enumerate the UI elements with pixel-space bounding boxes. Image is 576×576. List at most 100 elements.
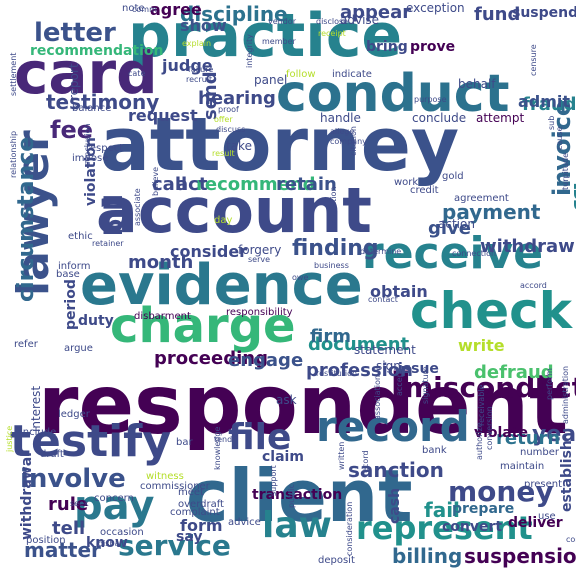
word-meet: meet: [178, 487, 204, 498]
word-card: card: [14, 39, 158, 107]
word-seek: seek: [70, 499, 89, 508]
word-maintain: maintain: [500, 461, 545, 472]
word-billing: billing: [392, 544, 463, 568]
word-period: period: [63, 279, 79, 330]
word-action: action: [438, 217, 475, 231]
word-present: present: [524, 479, 563, 490]
word-indicate: indicate: [332, 69, 372, 80]
word-allege: allege: [330, 127, 355, 136]
word-letter: letter: [34, 18, 116, 48]
word-recommendation: recommendation: [30, 43, 164, 59]
word-forgery: forgery: [238, 243, 282, 257]
word-settlement: settlement: [9, 52, 18, 96]
word-occasion: occasion: [100, 527, 144, 538]
word-day: day: [214, 215, 233, 226]
word-censure: censure: [529, 44, 538, 76]
word-act: act: [176, 174, 208, 195]
word-explain: explain: [182, 39, 212, 48]
word-check: check: [410, 282, 573, 340]
word-respect: respect: [86, 143, 124, 154]
word-charge: charge: [110, 298, 296, 354]
word-ledger: ledger: [58, 409, 90, 420]
word-draft: draft: [40, 449, 64, 460]
word-credit: credit: [410, 185, 439, 196]
word-hearing: hearing: [198, 88, 276, 109]
word-pay: pay: [74, 483, 155, 529]
word-recommend: recommend: [196, 174, 316, 195]
word-circumstance: circumstance: [14, 136, 39, 302]
word-complaint: complaint: [170, 507, 220, 518]
word-failure: failure: [188, 65, 214, 74]
word-testify: testify: [10, 416, 172, 467]
word-establish: establish: [559, 440, 575, 512]
word-written: written: [337, 441, 346, 470]
word-judge: judge: [162, 56, 213, 75]
word-fail: fail: [424, 498, 460, 522]
word-bar: bar: [176, 437, 193, 448]
word-turpitude: turpitude: [561, 152, 570, 190]
word-suspend: suspend: [512, 5, 576, 21]
word-discuss: discuss: [216, 125, 246, 134]
word-retainer: retainer: [92, 239, 124, 248]
word-recruit: recruit: [186, 75, 213, 84]
word-tell: tell: [52, 518, 86, 539]
word-conversion: conversion: [485, 406, 494, 450]
word-rule: rule: [48, 494, 89, 515]
word-behalf: behalf: [458, 77, 496, 91]
word-service: service: [118, 529, 231, 562]
word-number: number: [520, 447, 560, 458]
word-ask: ask: [276, 393, 297, 407]
word-consider: consider: [170, 242, 248, 261]
word-duty: duty: [78, 313, 114, 329]
word-transaction: transaction: [252, 487, 343, 503]
word-consideration: consideration: [345, 501, 354, 556]
word-offer: offer: [214, 115, 233, 124]
word-firm: firm: [310, 326, 351, 347]
word-bill: bill: [100, 194, 128, 236]
word-company: company: [330, 137, 367, 146]
word-cate: cate: [128, 69, 146, 78]
word-record: record: [316, 402, 470, 451]
word-gold: gold: [442, 171, 464, 182]
word-account: account: [96, 174, 372, 247]
word-document: document: [308, 334, 410, 355]
word-deliver: deliver: [508, 515, 563, 531]
word-fraud: fraud: [522, 94, 576, 115]
word-serve: serve: [248, 255, 271, 264]
word-obtain: obtain: [370, 282, 428, 301]
word-return: return: [496, 428, 561, 449]
word-record-fine: record: [361, 450, 370, 476]
word-note: note: [122, 3, 145, 14]
word-prove: prove: [410, 39, 456, 55]
word-agree: agree: [150, 0, 202, 19]
word-accord: accord: [520, 281, 547, 290]
word-base: base: [56, 269, 80, 280]
word-owe: owe: [292, 273, 309, 282]
word-statement: statement: [354, 343, 416, 357]
word-disclose: disclose: [316, 17, 349, 26]
word-suspension: suspension: [464, 544, 576, 568]
word-take: take: [226, 139, 252, 153]
word-cash: cash: [387, 487, 403, 524]
word-signature: signature: [421, 366, 430, 404]
word-overdraft: overdraft: [178, 499, 224, 510]
word-deposit: deposit: [318, 555, 355, 566]
word-determine: determine: [360, 247, 402, 256]
word-give: give: [428, 218, 471, 239]
word-bring: bring: [366, 39, 408, 55]
word-call: call: [152, 174, 188, 195]
word-integrity: integrity: [245, 34, 254, 68]
word-know: know: [86, 535, 128, 551]
word-follow: follow: [286, 69, 316, 80]
word-testimony: testimony: [46, 90, 160, 114]
word-purpose: purpose: [414, 95, 447, 104]
word-impose: impose: [72, 153, 109, 164]
word-witness: witness: [146, 471, 184, 482]
word-business: business: [314, 261, 349, 270]
word-interest: interest: [29, 385, 43, 432]
word-com: com: [566, 535, 576, 544]
word-perform: perform: [545, 368, 554, 400]
word-bank: bank: [422, 445, 447, 456]
word-file: file: [228, 417, 292, 458]
